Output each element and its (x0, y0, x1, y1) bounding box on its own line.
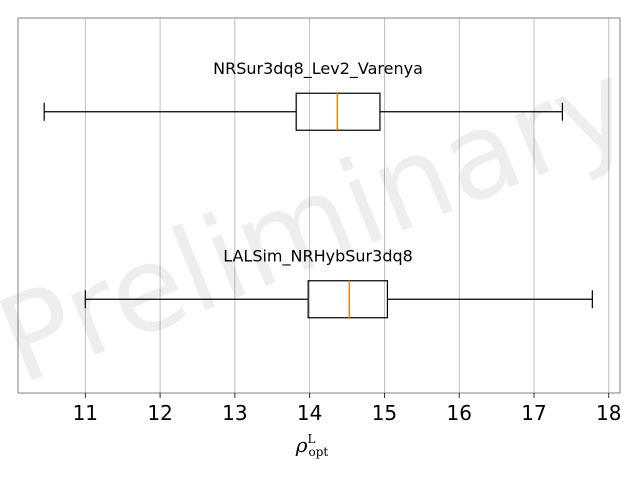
x-tick-label: 17 (521, 401, 546, 425)
grid-layer (84, 18, 610, 393)
plot-frame (17, 17, 621, 394)
x-axis-label: ρL opt (295, 432, 329, 459)
series-label: NRSur3dq8_Lev2_Varenya (213, 59, 423, 79)
box-group: NRSur3dq8_Lev2_Varenya (43, 59, 564, 131)
x-tick-label: 18 (596, 401, 621, 425)
x-tick-label: 15 (372, 401, 397, 425)
box-layer: NRSur3dq8_Lev2_Varenya LALSim_NRHybSur3dq… (43, 59, 593, 319)
series-label: LALSim_NRHybSur3dq8 (223, 246, 413, 266)
x-tick-label: 12 (147, 401, 172, 425)
x-tick-label: 13 (222, 401, 247, 425)
box-iqr (307, 280, 389, 319)
box-group: LALSim_NRHybSur3dq8 (84, 246, 593, 319)
x-tick-label: 11 (73, 401, 98, 425)
x-axis-label-symbol: ρ (295, 433, 308, 457)
x-tick-label: 14 (297, 401, 322, 425)
tick-layer: 11 12 13 14 15 16 17 18 (73, 393, 622, 425)
x-tick-label: 16 (446, 401, 471, 425)
x-axis-label-subscript: opt (309, 445, 329, 459)
watermark-text: Preliminary (0, 33, 640, 411)
x-axis-label-superscript: L (308, 432, 316, 446)
